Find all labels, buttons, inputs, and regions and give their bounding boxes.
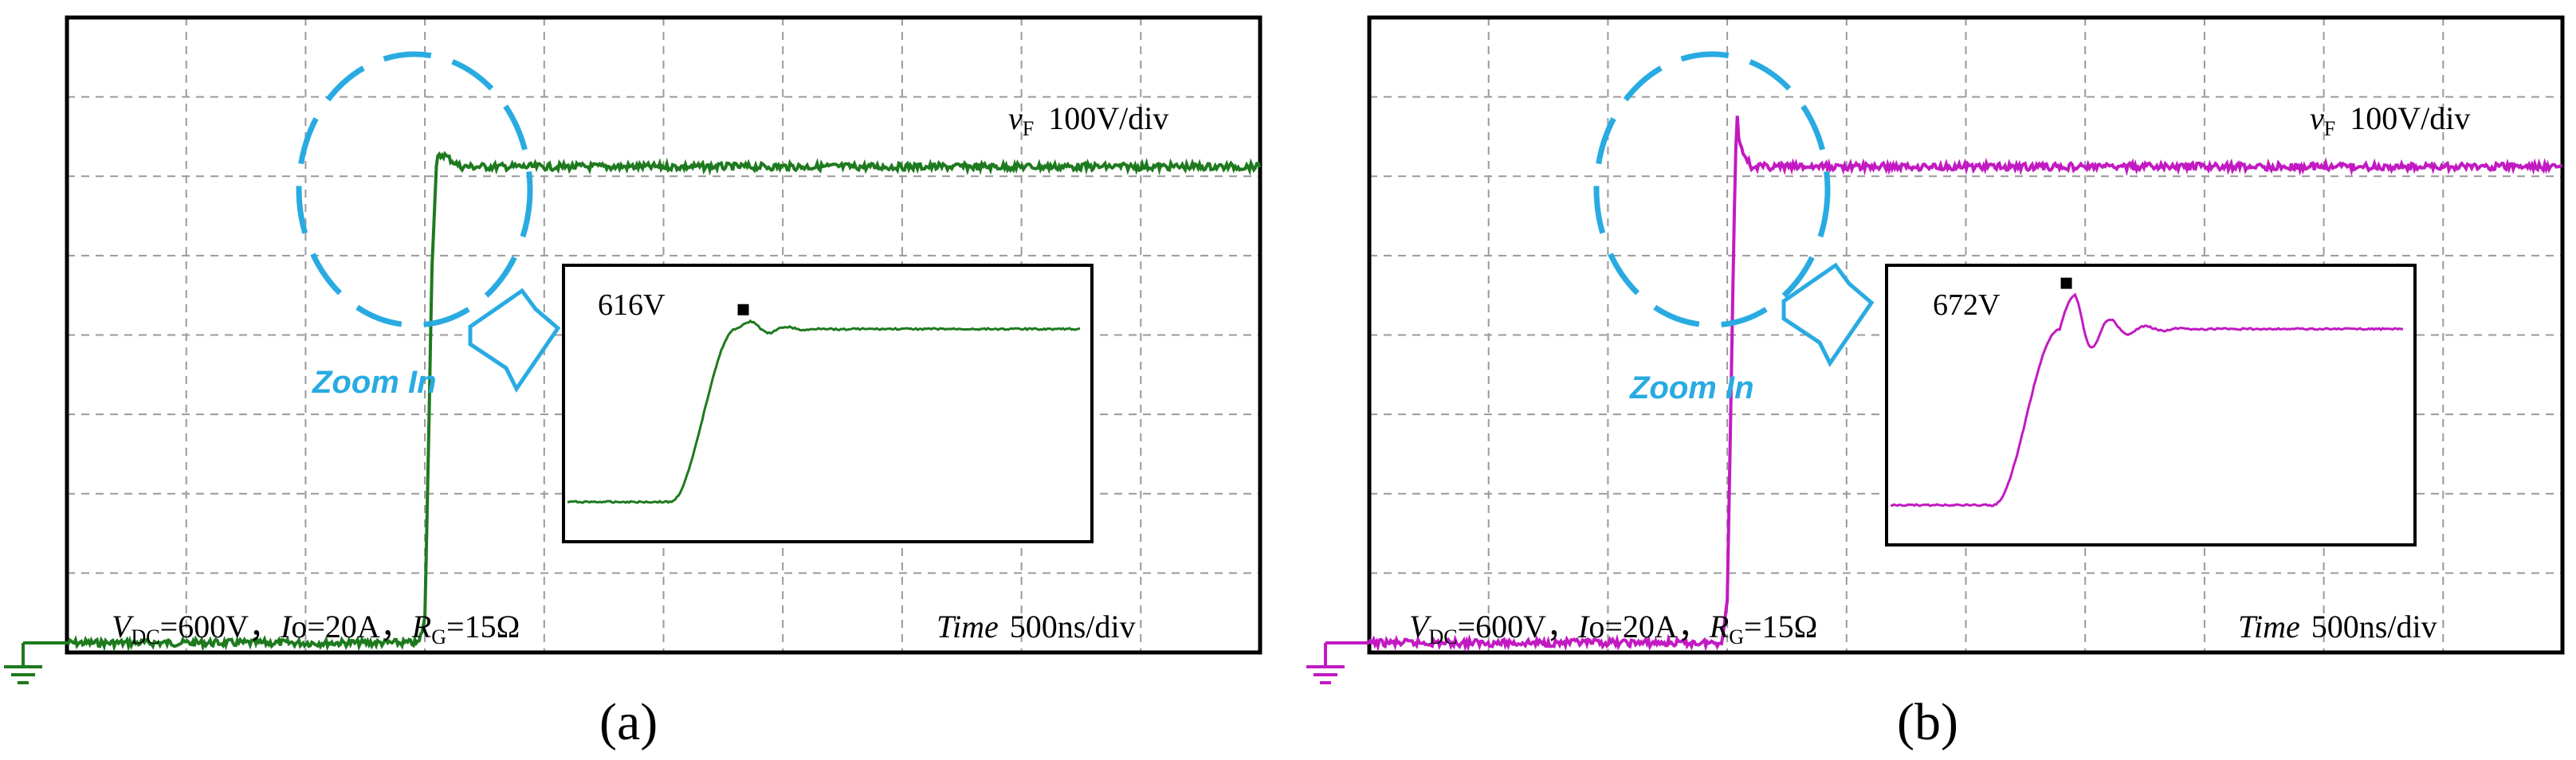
ylabel-main-a: v (1008, 100, 1023, 136)
io-val-b: o=20A， (1588, 609, 1709, 644)
zoom-ellipse-a (296, 51, 533, 328)
plot-frame-b (1367, 15, 2565, 655)
io-b: I (1577, 609, 1590, 644)
rg-sub-b: G (1729, 625, 1744, 648)
ylabel-b: vF 100V/div (2310, 100, 2470, 140)
zoom-ellipse-b (1593, 51, 1831, 328)
zoom-text-a: Zoom In (312, 365, 437, 400)
inset-trace-a (567, 319, 1081, 504)
xlabel-time-b: Time (2238, 609, 2300, 644)
io-val-a: o=20A， (291, 609, 411, 644)
vdc-sub-a: DC (131, 625, 159, 648)
ylabel-main-b: v (2310, 100, 2324, 136)
conditions-b: VDC=600V，Io=20A，RG=15Ω (1409, 609, 1817, 648)
vdc-a: V (112, 609, 135, 644)
panel-label-a: (a) (599, 693, 658, 751)
rg-val-a: =15Ω (446, 609, 520, 644)
trace-vf-b (1368, 116, 2563, 652)
ylabel-sub-b: F (2324, 117, 2335, 140)
inset-trace-b (1890, 292, 2404, 507)
conditions-a: VDC=600V，Io=20A，RG=15Ω (112, 609, 520, 648)
peak-label-b: 672V (1933, 288, 2001, 322)
panel-b: Zoom In 672V vF 100V/div VDC=600V，Io=20A，… (1306, 15, 2565, 751)
zoom-arrow-b (1781, 262, 1875, 367)
peak-marker-a (737, 304, 749, 315)
vdc-b: V (1409, 609, 1432, 644)
ylabel-sub-a: F (1023, 117, 1034, 140)
zoom-text-b: Zoom In (1629, 370, 1754, 405)
ground-marker-b (1306, 641, 1369, 684)
xlabel-a: Time 500ns/div (937, 609, 1136, 644)
panel-label-b: (b) (1897, 693, 1958, 751)
xlabel-time-a: Time (937, 609, 999, 644)
rg-b: R (1709, 609, 1729, 644)
plot-frame-a (65, 15, 1262, 655)
ylabel-scale-a: 100V/div (1048, 100, 1168, 136)
io-a: I (280, 609, 293, 644)
inset-frame-a (562, 264, 1094, 543)
xlabel-scale-b: 500ns/div (2311, 609, 2437, 644)
xlabel-scale-a: 500ns/div (1010, 609, 1136, 644)
rg-sub-a: G (431, 625, 446, 648)
ylabel-scale-b: 100V/div (2350, 100, 2470, 136)
inset-frame-b (1885, 264, 2417, 546)
vdc-sub-b: DC (1428, 625, 1457, 648)
ylabel-a: vF 100V/div (1008, 100, 1168, 140)
peak-marker-b (2060, 277, 2072, 289)
panel-a: Zoom In 616V vF 100V/div VDC=600V，Io=20A，… (4, 15, 1262, 751)
ground-marker-a (4, 641, 67, 684)
rg-a: R (411, 609, 431, 644)
xlabel-b: Time 500ns/div (2238, 609, 2437, 644)
rg-val-b: =15Ω (1744, 609, 1817, 644)
peak-label-a: 616V (598, 288, 666, 322)
vdc-val-b: =600V， (1458, 609, 1578, 644)
vdc-val-a: =600V， (160, 609, 281, 644)
zoom-arrow-a (468, 288, 561, 393)
panel-label-text-a: (a) (599, 693, 658, 751)
panel-label-text-b: (b) (1897, 693, 1958, 751)
trace-vf-a (66, 151, 1262, 652)
